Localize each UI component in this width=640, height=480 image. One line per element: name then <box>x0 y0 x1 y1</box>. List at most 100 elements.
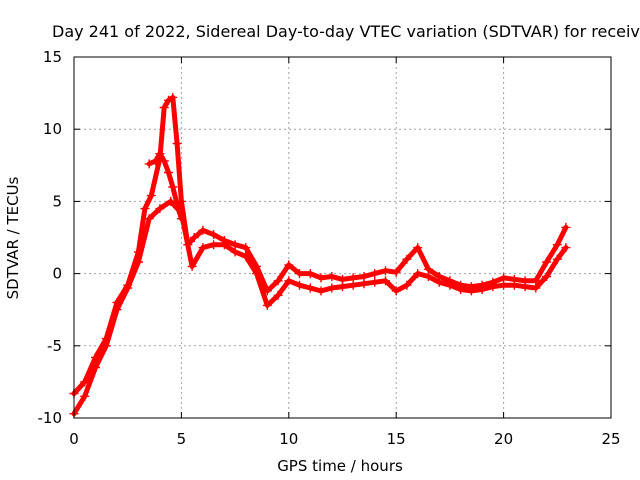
y-tick-label: 15 <box>43 48 62 66</box>
x-tick-label: 20 <box>494 430 513 448</box>
series-markers-2 <box>69 196 571 419</box>
y-tick-label: 10 <box>43 120 62 138</box>
data-point <box>241 251 251 261</box>
y-tick-labels: -10 -5 0 5 10 15 <box>38 48 63 427</box>
plot-frame <box>73 56 612 419</box>
data-point <box>155 149 165 159</box>
data-point <box>140 204 150 214</box>
data-point <box>91 363 100 372</box>
data-point <box>423 272 433 281</box>
data-point <box>499 280 509 290</box>
data-point <box>445 280 455 290</box>
data-point <box>338 282 347 292</box>
data-point <box>542 272 552 281</box>
data-point <box>172 199 182 209</box>
data-point <box>316 286 326 296</box>
data-point <box>146 191 156 201</box>
data-point <box>552 254 562 264</box>
data-point <box>413 269 423 279</box>
data-point <box>542 257 552 267</box>
axis-ticks <box>73 56 612 419</box>
data-point <box>144 159 154 169</box>
data-point <box>531 283 541 293</box>
data-point <box>359 279 369 289</box>
data-point <box>168 92 178 102</box>
data-point <box>561 222 571 232</box>
data-point <box>164 168 173 177</box>
data-point <box>284 276 294 286</box>
y-tick-label: -10 <box>38 409 63 427</box>
data-point <box>144 214 154 224</box>
data-point <box>295 280 304 290</box>
x-axis-label: GPS time / hours <box>277 457 403 475</box>
data-point <box>316 273 326 283</box>
series-line-2 <box>71 198 569 417</box>
data-point <box>155 204 165 214</box>
data-point <box>262 300 272 310</box>
data-point <box>305 283 315 293</box>
data-point <box>209 240 219 250</box>
data-point <box>151 156 161 166</box>
data-point <box>112 305 122 315</box>
data-point <box>561 243 571 253</box>
data-point <box>477 285 487 294</box>
x-tick-label: 15 <box>387 430 406 448</box>
data-point <box>230 247 240 257</box>
data-point <box>198 243 208 253</box>
data-point <box>295 269 304 279</box>
data-point <box>381 266 390 276</box>
data-point <box>123 283 133 293</box>
data-point <box>209 230 219 240</box>
data-point <box>520 282 530 292</box>
data-point <box>101 341 111 351</box>
data-point <box>327 272 337 281</box>
data-point <box>348 280 358 290</box>
data-point <box>159 103 169 112</box>
chart-title: Day 241 of 2022, Sidereal Day-to-day VTE… <box>52 22 640 41</box>
data-point <box>176 214 186 224</box>
y-tick-label: 5 <box>52 192 62 210</box>
data-point <box>305 269 315 279</box>
x-tick-label: 10 <box>279 430 298 448</box>
y-tick-label: -5 <box>47 337 62 355</box>
data-point <box>187 261 197 271</box>
data-point <box>284 260 294 270</box>
data-point <box>402 280 412 290</box>
data-point <box>168 182 178 192</box>
data-point <box>219 240 229 250</box>
data-point <box>327 283 337 293</box>
data-point <box>166 196 176 206</box>
x-tick-label: 0 <box>69 430 79 448</box>
data-series-group <box>69 92 571 419</box>
series-line-3 <box>146 151 184 222</box>
data-point <box>172 139 182 149</box>
y-axis-label: SDTVAR / TECUs <box>4 176 22 299</box>
grid-lines <box>74 57 611 418</box>
data-point <box>198 225 208 235</box>
data-point <box>80 391 90 401</box>
data-point <box>413 243 423 253</box>
data-point <box>488 282 498 292</box>
data-point <box>189 233 199 242</box>
x-tick-label: 25 <box>601 430 620 448</box>
data-point <box>402 254 412 264</box>
data-point <box>252 269 262 279</box>
data-point <box>273 276 283 286</box>
y-tick-label: 0 <box>52 265 62 283</box>
series-markers-3 <box>144 149 186 224</box>
data-point <box>391 286 401 296</box>
data-point <box>509 280 519 290</box>
data-point <box>456 285 466 294</box>
data-point <box>434 277 444 287</box>
data-point <box>381 276 390 286</box>
data-point <box>552 240 562 250</box>
data-point <box>159 156 169 166</box>
data-point <box>133 257 143 267</box>
data-point <box>370 269 380 279</box>
series-line-1 <box>71 94 569 396</box>
data-point <box>466 286 476 296</box>
data-point <box>370 277 380 287</box>
data-point <box>391 267 401 277</box>
x-tick-labels: 0 5 10 15 20 25 <box>69 430 620 448</box>
